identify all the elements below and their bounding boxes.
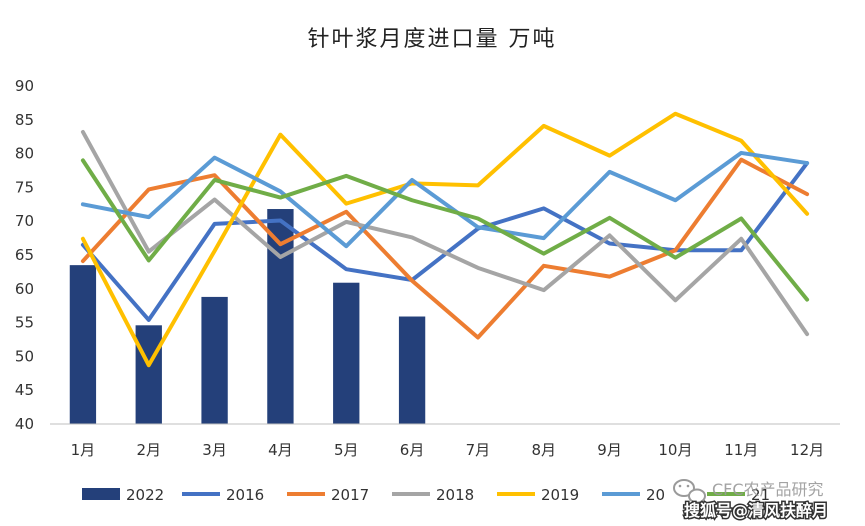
bar-2022 bbox=[69, 265, 97, 424]
x-tick-label: 1月 bbox=[71, 441, 96, 459]
chart-title: 针叶浆月度进口量 万吨 bbox=[308, 27, 557, 52]
x-tick-label: 12月 bbox=[790, 441, 824, 459]
legend-label: 2017 bbox=[331, 486, 369, 504]
y-tick-label: 45 bbox=[15, 381, 34, 399]
line-series-2018 bbox=[80, 129, 810, 337]
watermark-line2: 搜狐号@清风扶醉月 bbox=[684, 501, 828, 520]
y-tick-label: 40 bbox=[15, 415, 34, 433]
line-series-2016 bbox=[80, 161, 810, 322]
y-tick-label: 55 bbox=[15, 314, 34, 332]
x-tick-label: 11月 bbox=[724, 441, 758, 459]
x-tick-label: 2月 bbox=[136, 441, 161, 459]
x-tick-label: 8月 bbox=[531, 441, 556, 459]
x-tick-label: 9月 bbox=[597, 441, 622, 459]
legend-item: 2019 bbox=[497, 486, 579, 504]
y-tick-label: 70 bbox=[15, 212, 34, 230]
line-series-2017 bbox=[80, 157, 810, 340]
line-series-2020 bbox=[80, 150, 810, 249]
bar-2022 bbox=[135, 325, 162, 424]
bar-2022 bbox=[201, 296, 228, 424]
legend-item: 2016 bbox=[182, 486, 264, 504]
x-tick-label: 7月 bbox=[466, 441, 491, 459]
y-tick-label: 65 bbox=[15, 246, 34, 264]
legend-item: 21 bbox=[707, 486, 770, 504]
bar-2022 bbox=[398, 316, 426, 424]
legend-label: 21 bbox=[751, 486, 770, 504]
legend: 2022 2016 2017 2018 2019 20 21 bbox=[82, 486, 770, 504]
legend-label: 2019 bbox=[541, 486, 579, 504]
line-series-2021 bbox=[80, 158, 810, 302]
watermark: CFC农产品研究 搜狐号@清风扶醉月 bbox=[673, 479, 830, 522]
legend-item: 2018 bbox=[392, 486, 474, 504]
legend-label: 2022 bbox=[126, 486, 164, 504]
legend-item: 2022 bbox=[82, 486, 164, 504]
y-tick-label: 75 bbox=[15, 178, 34, 196]
x-tick-label: 5月 bbox=[334, 441, 359, 459]
y-tick-label: 90 bbox=[15, 77, 34, 95]
x-tick-label: 10月 bbox=[658, 441, 692, 459]
bar-2022 bbox=[333, 282, 360, 424]
y-tick-label: 60 bbox=[15, 280, 34, 298]
legend-label: 2016 bbox=[226, 486, 264, 504]
x-axis: 1月 2月 3月 4月 5月 6月 7月 8月 9月 10月 11月 12月 bbox=[71, 441, 824, 459]
wechat-icon bbox=[673, 479, 706, 504]
x-tick-label: 6月 bbox=[400, 441, 425, 459]
y-tick-label: 80 bbox=[15, 145, 34, 163]
x-tick-label: 3月 bbox=[202, 441, 227, 459]
x-tick-label: 4月 bbox=[268, 441, 293, 459]
legend-swatch bbox=[82, 488, 120, 500]
watermark-line1: CFC农产品研究 bbox=[712, 480, 824, 499]
legend-label: 2018 bbox=[436, 486, 474, 504]
y-tick-label: 85 bbox=[15, 111, 34, 129]
line-series-group bbox=[80, 111, 810, 368]
y-tick-label: 50 bbox=[15, 347, 34, 365]
legend-item: 20 bbox=[602, 486, 665, 504]
line-series-2019 bbox=[80, 111, 810, 368]
legend-label: 20 bbox=[646, 486, 665, 504]
y-axis: 40 45 50 55 60 65 70 75 80 85 90 bbox=[15, 77, 34, 433]
legend-item: 2017 bbox=[287, 486, 369, 504]
